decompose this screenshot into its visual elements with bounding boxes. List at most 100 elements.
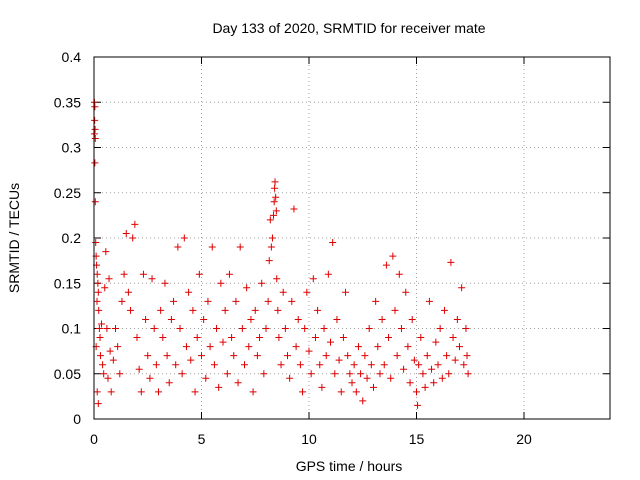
data-point: [303, 288, 311, 296]
x-tick-label: 20: [516, 431, 532, 447]
data-point: [91, 198, 99, 206]
data-point: [258, 279, 266, 287]
data-point: [387, 374, 395, 382]
data-point: [385, 334, 393, 342]
data-point: [281, 325, 289, 332]
data-point: [463, 352, 471, 360]
data-point: [172, 361, 180, 369]
data-point: [460, 361, 468, 369]
data-point: [434, 361, 442, 369]
data-point: [91, 134, 99, 142]
data-point: [200, 315, 208, 323]
data-point: [182, 343, 190, 351]
data-point: [335, 356, 343, 364]
data-point: [414, 401, 422, 409]
data-point: [159, 334, 167, 342]
data-points: [90, 98, 472, 409]
data-point: [249, 388, 257, 396]
data-point: [104, 374, 112, 382]
data-point: [415, 361, 423, 369]
data-point: [131, 220, 139, 228]
data-point: [359, 397, 367, 405]
data-point: [245, 343, 253, 351]
data-point: [311, 334, 319, 342]
data-point: [453, 315, 461, 323]
data-point: [105, 275, 113, 283]
data-point: [274, 306, 282, 314]
data-point: [294, 315, 302, 323]
chart-title: Day 133 of 2020, SRMTID for receiver mat…: [212, 20, 485, 36]
data-point: [264, 297, 272, 305]
data-point: [296, 361, 304, 369]
data-point: [456, 343, 463, 351]
data-point: [363, 374, 371, 382]
data-point: [440, 306, 448, 314]
data-point: [273, 275, 281, 283]
data-point: [400, 365, 408, 373]
data-point: [101, 284, 109, 292]
data-point: [286, 374, 294, 382]
data-point: [272, 207, 280, 215]
y-tick-label: 0.4: [62, 49, 82, 65]
data-point: [354, 343, 362, 351]
data-point: [247, 315, 255, 323]
data-point: [361, 352, 369, 360]
data-point: [91, 116, 99, 124]
data-point: [270, 198, 278, 206]
data-point: [272, 193, 280, 201]
data-point: [180, 234, 188, 242]
data-point: [157, 306, 165, 314]
data-point: [413, 388, 420, 396]
data-point: [342, 288, 350, 296]
data-point: [94, 288, 102, 296]
data-point: [337, 388, 345, 396]
data-point: [185, 288, 193, 296]
y-tick-label: 0.35: [54, 94, 81, 110]
data-point: [189, 306, 197, 314]
data-point: [365, 325, 373, 332]
data-point: [109, 356, 117, 364]
y-tick-label: 0.25: [54, 185, 81, 201]
data-point: [234, 379, 242, 387]
data-point: [374, 343, 382, 351]
data-point: [150, 325, 158, 332]
data-point: [96, 334, 104, 342]
data-point: [402, 288, 410, 296]
y-tick-label: 0.15: [54, 275, 81, 291]
data-point: [94, 400, 102, 408]
data-point: [376, 370, 384, 378]
data-point: [152, 361, 160, 369]
data-point: [262, 325, 270, 332]
data-point: [91, 159, 99, 167]
data-point: [217, 279, 225, 287]
data-point: [165, 379, 173, 387]
data-point: [114, 343, 122, 351]
y-tick-label: 0.3: [62, 140, 82, 156]
y-tick-label: 0.2: [62, 230, 82, 246]
data-point: [299, 388, 307, 396]
data-point: [445, 370, 453, 378]
data-point: [124, 288, 132, 296]
data-point: [91, 103, 99, 111]
data-point: [428, 365, 436, 373]
data-point: [393, 352, 401, 360]
data-point: [346, 370, 354, 378]
data-point: [107, 388, 115, 396]
plot-frame: [93, 56, 611, 420]
data-point: [333, 315, 341, 323]
data-point: [93, 388, 101, 396]
data-point: [421, 383, 429, 391]
x-tick-label: 10: [301, 431, 317, 447]
data-point: [277, 361, 285, 369]
data-point: [464, 370, 472, 378]
data-point: [191, 388, 199, 396]
data-point: [251, 306, 259, 314]
data-point: [408, 315, 416, 323]
data-point: [95, 306, 103, 314]
data-point: [215, 383, 223, 391]
data-point: [309, 275, 317, 283]
data-point: [352, 388, 360, 396]
data-point: [314, 306, 322, 314]
